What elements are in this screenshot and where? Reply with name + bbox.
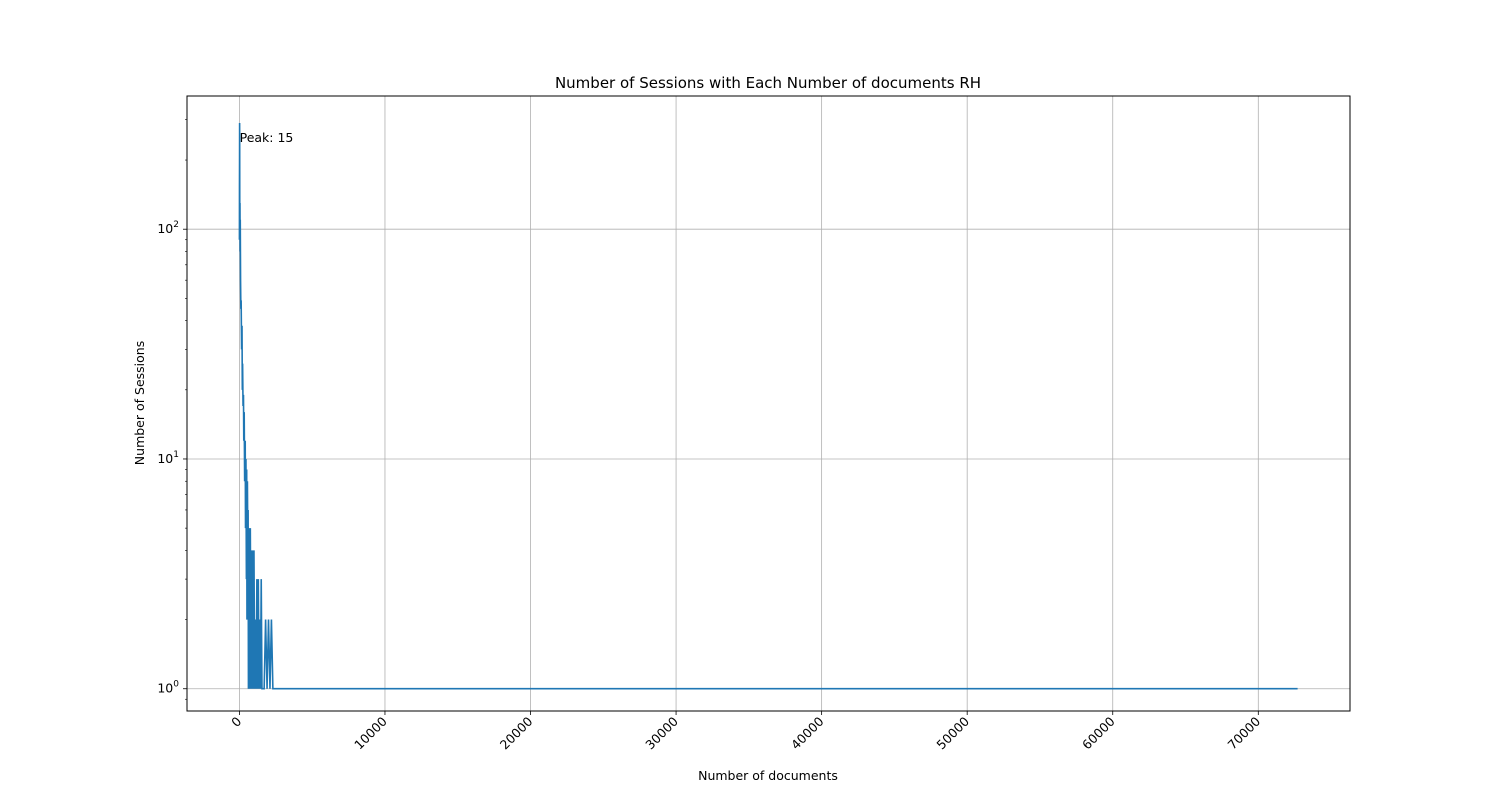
x-tick-label: 30000 (642, 714, 681, 753)
x-axis-label: Number of documents (698, 768, 838, 783)
x-tick-label: 0 (228, 714, 244, 730)
y-axis-label: Number of Sessions (132, 341, 147, 465)
series-layer (238, 122, 1298, 690)
peak-annotation: Peak: 15 (240, 130, 294, 145)
y-tick-label: 102 (157, 220, 179, 236)
axes (186, 95, 1351, 712)
y-tick-label: 101 (157, 450, 179, 466)
x-axis-ticks: 0 10000 20000 30000 40000 50000 60000 70000 (228, 711, 1263, 752)
x-tick-label: 10000 (351, 714, 390, 753)
series-line (238, 122, 1298, 690)
x-tick-label: 50000 (933, 714, 972, 753)
x-tick-label: 20000 (497, 714, 536, 753)
chart-title: Number of Sessions with Each Number of d… (555, 74, 981, 92)
grid-lines (187, 96, 1350, 711)
y-tick-label: 100 (157, 680, 179, 696)
x-tick-label: 60000 (1079, 714, 1118, 753)
x-tick-label: 70000 (1225, 714, 1264, 753)
x-tick-label: 40000 (788, 714, 827, 753)
y-axis-ticks: 100 101 102 (157, 119, 187, 700)
plot-frame (186, 95, 1351, 712)
